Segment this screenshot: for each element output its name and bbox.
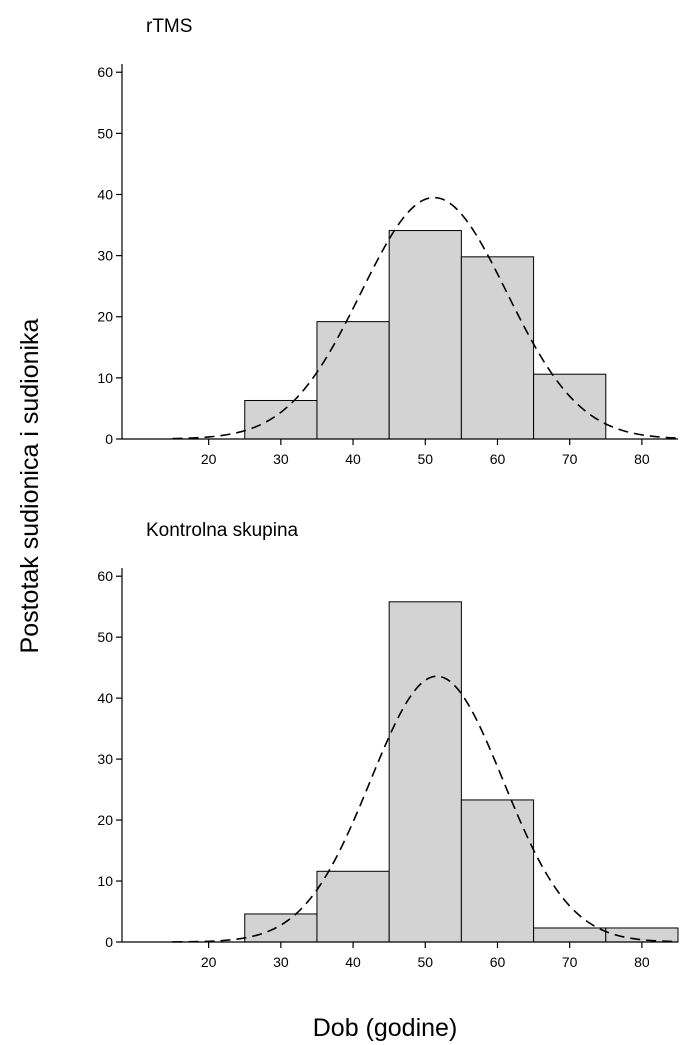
histogram-bar <box>388 601 462 943</box>
y-tick-label: 20 <box>97 812 113 828</box>
x-tick-label: 40 <box>345 451 361 467</box>
histogram-panel-kontrolna-skupina: Kontrolna skupina 0 10 20 30 40 50 60 20 30 40 50 60… <box>97 520 679 970</box>
y-tick-label: 30 <box>97 248 113 264</box>
histogram-panel-rtms: rTMS 0 10 20 30 40 50 60 20 30 40 50 60 70 80 <box>97 16 679 467</box>
y-tick-label: 60 <box>97 64 113 80</box>
panel-title: rTMS <box>146 16 192 37</box>
y-tick-label: 0 <box>105 934 113 950</box>
panel-title: Kontrolna skupina <box>146 520 299 541</box>
x-tick-label: 20 <box>201 954 217 970</box>
y-tick-label: 60 <box>97 568 113 584</box>
histogram-bar <box>533 373 607 440</box>
x-tick-label: 60 <box>490 954 506 970</box>
x-axis-title: Dob (godine) <box>313 1014 458 1042</box>
histogram-bar <box>460 256 535 440</box>
x-tick-label: 30 <box>273 954 289 970</box>
y-tick-label: 50 <box>97 125 113 141</box>
histogram-bar <box>460 799 535 943</box>
x-tick-label: 20 <box>201 451 217 467</box>
y-tick-label: 30 <box>97 751 113 767</box>
y-tick-label: 10 <box>97 370 113 386</box>
x-tick-label: 80 <box>634 451 650 467</box>
histogram-bar <box>388 230 462 440</box>
x-tick-label: 60 <box>490 451 506 467</box>
normal-distribution-curve <box>172 196 679 440</box>
y-tick-label: 40 <box>97 186 113 202</box>
y-tick-label: 10 <box>97 873 113 889</box>
y-tick-label: 0 <box>105 431 113 447</box>
x-tick-label: 80 <box>634 954 650 970</box>
histogram-bar <box>316 870 390 943</box>
histogram-bar <box>244 913 318 943</box>
histogram-bar <box>244 399 318 440</box>
x-tick-label: 40 <box>345 954 361 970</box>
y-axis-title: Postotak sudionica i sudionika <box>16 318 44 653</box>
y-tick-label: 20 <box>97 309 113 325</box>
x-tick-label: 70 <box>562 954 578 970</box>
histogram-bar <box>533 927 607 943</box>
x-tick-label: 50 <box>417 451 433 467</box>
normal-distribution-curve <box>172 675 679 943</box>
x-tick-label: 70 <box>562 451 578 467</box>
y-tick-label: 40 <box>97 690 113 706</box>
x-tick-label: 30 <box>273 451 289 467</box>
y-tick-label: 50 <box>97 629 113 645</box>
histogram-bar <box>316 321 390 440</box>
x-tick-label: 50 <box>417 954 433 970</box>
